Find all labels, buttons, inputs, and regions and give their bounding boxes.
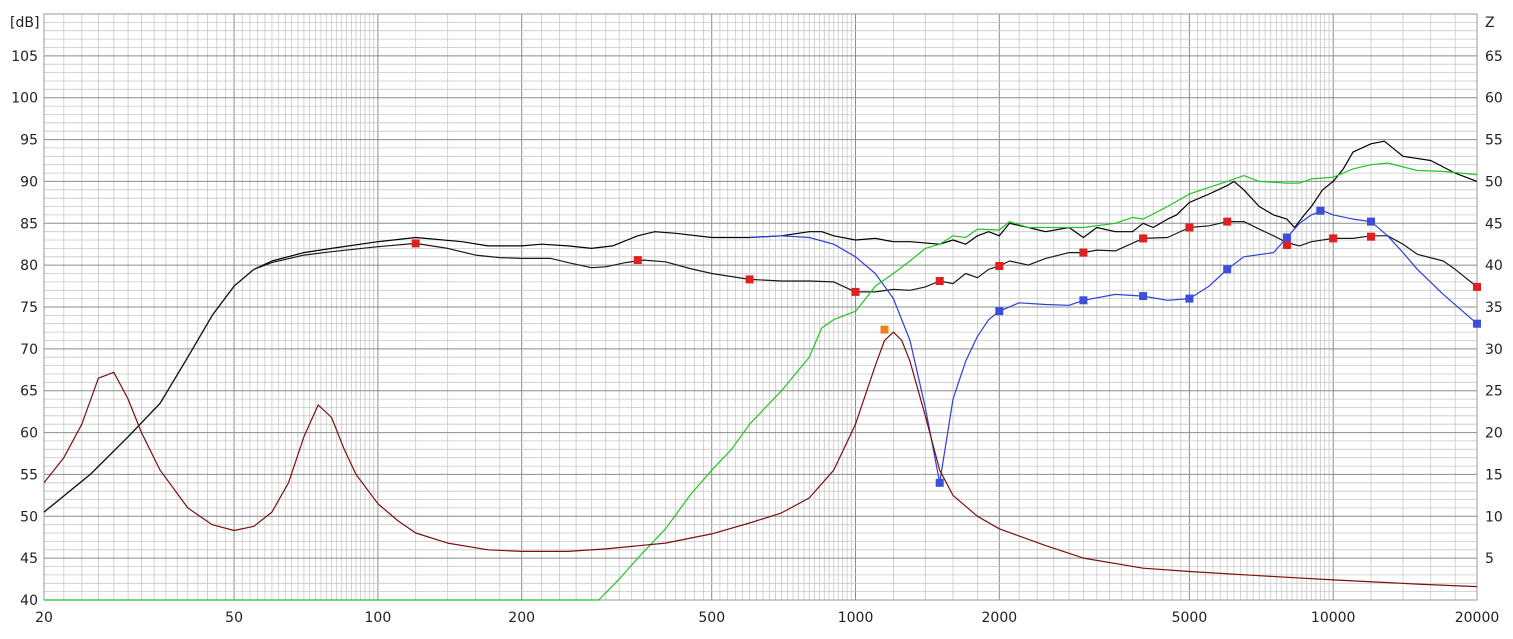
y-right-tick-label: 50 — [1485, 174, 1503, 190]
x-tick-label: 2000 — [982, 610, 1018, 626]
data-marker — [1223, 265, 1232, 274]
data-marker — [1282, 241, 1291, 250]
y-right-tick-label: 35 — [1485, 300, 1503, 316]
data-marker — [1185, 294, 1194, 303]
x-tick-label: 50 — [225, 610, 243, 626]
y-left-tick-label: 80 — [20, 258, 38, 274]
y-left-tick-label: 105 — [11, 49, 38, 65]
y-left-tick-label: 60 — [20, 426, 38, 442]
data-marker — [1367, 232, 1375, 241]
y-right-tick-label: 30 — [1485, 342, 1503, 358]
data-marker — [1282, 233, 1291, 242]
data-marker — [1367, 217, 1375, 226]
data-marker — [633, 256, 642, 265]
data-marker — [1185, 223, 1194, 232]
x-tick-label: 20 — [35, 610, 53, 626]
y-left-tick-label: 90 — [20, 174, 38, 190]
y-right-tick-label: 15 — [1485, 467, 1503, 483]
data-marker — [1139, 234, 1148, 243]
x-tick-label: 500 — [698, 610, 725, 626]
y-left-tick-labels: 40 45 50 55 60 65 70 75 80 85 90 95 100 105 — [11, 49, 38, 609]
x-tick-label: 10000 — [1311, 610, 1356, 626]
series-line-3 — [749, 210, 1478, 484]
data-marker — [411, 239, 420, 248]
x-axis-tick-labels: 20 50 100 200 500 1000 2000 5000 10000 20000 — [35, 610, 1499, 626]
series-line-5 — [43, 331, 1478, 588]
y-right-tick-label: 5 — [1485, 551, 1494, 567]
data-marker — [1079, 248, 1088, 257]
x-tick-label: 20000 — [1455, 610, 1500, 626]
data-marker — [851, 287, 860, 296]
y-right-tick-label: 65 — [1485, 49, 1503, 65]
x-tick-label: 100 — [365, 610, 392, 626]
y-left-tick-label: 75 — [20, 300, 38, 316]
right-axis-unit: Z — [1485, 15, 1495, 31]
y-left-tick-label: 85 — [20, 216, 38, 232]
series-markers — [411, 206, 1481, 487]
y-right-tick-label: 60 — [1485, 91, 1503, 107]
x-tick-label: 5000 — [1172, 610, 1208, 626]
data-marker — [935, 277, 944, 285]
data-marker — [1079, 296, 1088, 305]
y-right-tick-labels: 5 10 15 20 25 30 35 40 45 50 55 60 65 — [1485, 49, 1503, 567]
data-marker — [1316, 206, 1325, 215]
y-right-tick-label: 55 — [1485, 133, 1503, 149]
data-marker — [935, 478, 944, 487]
x-tick-label: 200 — [508, 610, 535, 626]
y-right-tick-label: 40 — [1485, 258, 1503, 274]
y-right-tick-label: 20 — [1485, 426, 1503, 442]
y-left-tick-label: 100 — [11, 91, 38, 107]
y-right-tick-label: 45 — [1485, 216, 1503, 232]
y-right-tick-label: 25 — [1485, 384, 1503, 400]
y-left-tick-label: 55 — [20, 467, 38, 483]
x-tick-label: 1000 — [838, 610, 874, 626]
y-left-tick-label: 95 — [20, 133, 38, 149]
data-marker — [1473, 319, 1481, 328]
grid-lines — [43, 13, 1478, 601]
y-left-tick-label: 50 — [20, 509, 38, 525]
data-marker — [745, 275, 754, 284]
series-line-4 — [44, 162, 1478, 601]
data-marker — [1329, 234, 1338, 243]
data-marker — [995, 262, 1004, 270]
y-right-tick-label: 10 — [1485, 509, 1503, 525]
y-left-tick-label: 40 — [20, 593, 38, 609]
y-left-tick-label: 45 — [20, 551, 38, 567]
data-marker — [880, 325, 889, 334]
left-axis-unit: [dB] — [10, 15, 39, 31]
y-left-tick-label: 70 — [20, 342, 38, 358]
y-left-tick-label: 65 — [20, 384, 38, 400]
series-line-1 — [43, 140, 1478, 513]
data-marker — [1473, 282, 1481, 291]
data-marker — [995, 307, 1004, 316]
plot-frame — [43, 13, 1478, 601]
data-marker — [1223, 217, 1232, 226]
data-marker — [1139, 292, 1148, 301]
